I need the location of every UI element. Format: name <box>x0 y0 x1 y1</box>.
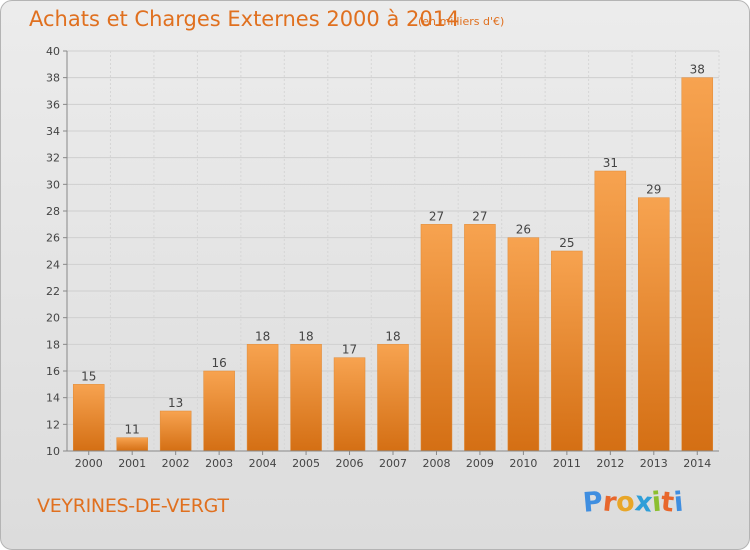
value-label: 27 <box>429 209 444 223</box>
x-tick-label: 2014 <box>683 457 711 470</box>
logo-letter: i <box>672 486 685 519</box>
chart-unit: (en milliers d'€) <box>418 15 505 28</box>
bar <box>72 384 105 452</box>
value-label: 18 <box>298 329 313 343</box>
y-tick-label: 14 <box>46 392 60 405</box>
bar <box>507 237 540 452</box>
x-tick-label: 2011 <box>553 457 581 470</box>
bar <box>203 370 235 452</box>
x-tick-label: 2007 <box>379 457 407 470</box>
value-label: 15 <box>81 369 96 383</box>
value-label: 27 <box>472 209 487 223</box>
x-tick-label: 2009 <box>466 457 494 470</box>
bar <box>681 77 714 452</box>
y-tick-label: 16 <box>46 365 60 378</box>
bar <box>333 357 366 452</box>
value-label: 25 <box>559 236 574 250</box>
y-tick-label: 28 <box>46 205 60 218</box>
value-label: 38 <box>690 63 705 77</box>
axes: 10 12 14 16 18 20 22 24 26 28 30 32 34 36 38 40 2000 2001… <box>46 45 719 470</box>
y-tick-label: 36 <box>46 98 60 111</box>
value-label: 26 <box>516 223 531 237</box>
y-tick-label: 20 <box>46 312 60 325</box>
x-tick-label: 2010 <box>509 457 537 470</box>
y-tick-label: 32 <box>46 152 60 165</box>
bar <box>638 197 670 452</box>
x-tick-label: 2006 <box>336 457 364 470</box>
y-tick-label: 24 <box>46 258 60 271</box>
y-tick-label: 12 <box>46 418 60 431</box>
y-tick-label: 26 <box>46 232 60 245</box>
y-tick-label: 22 <box>46 285 60 298</box>
y-tick-label: 40 <box>46 45 60 58</box>
bar <box>116 437 148 452</box>
value-label: 29 <box>646 183 661 197</box>
bar <box>290 344 322 452</box>
bars: 15 11 13 16 18 18 17 18 27 27 26 25 31 29 38 <box>72 63 714 452</box>
bar <box>594 170 627 452</box>
bar <box>464 224 496 452</box>
x-tick-label: 2004 <box>249 457 277 470</box>
value-label: 16 <box>211 356 226 370</box>
bar <box>377 344 409 452</box>
value-label: 13 <box>168 396 183 410</box>
value-label: 11 <box>125 423 140 437</box>
y-tick-label: 38 <box>46 72 60 85</box>
x-tick-label: 2000 <box>75 457 103 470</box>
x-tick-label: 2002 <box>162 457 190 470</box>
commune-name: VEYRINES-DE-VERGT <box>37 495 229 517</box>
bar <box>159 410 192 452</box>
value-label: 18 <box>385 329 400 343</box>
x-tick-label: 2012 <box>596 457 624 470</box>
x-tick-label: 2005 <box>292 457 320 470</box>
value-label: 31 <box>603 156 618 170</box>
bar <box>551 250 583 452</box>
x-tick-label: 2001 <box>118 457 146 470</box>
chart-title: Achats et Charges Externes 2000 à 2014 <box>29 7 460 31</box>
y-tick-label: 10 <box>46 445 60 458</box>
value-label: 17 <box>342 343 357 357</box>
proxiti-logo: Proxiti <box>582 486 685 519</box>
x-tick-label: 2013 <box>640 457 668 470</box>
bar <box>246 344 279 452</box>
x-tick-label: 2008 <box>422 457 450 470</box>
y-tick-label: 30 <box>46 178 60 191</box>
y-tick-label: 18 <box>46 338 60 351</box>
value-label: 18 <box>255 329 270 343</box>
bar <box>420 224 453 452</box>
x-tick-label: 2003 <box>205 457 233 470</box>
y-tick-label: 34 <box>46 125 60 138</box>
